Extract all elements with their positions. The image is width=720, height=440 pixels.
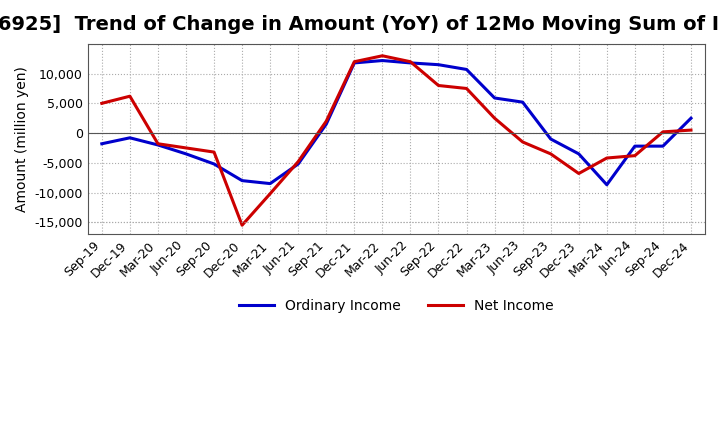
Net Income — [125, 94, 134, 99]
Net Income — [490, 116, 499, 121]
Ordinary Income — [238, 178, 246, 183]
Ordinary Income — [210, 161, 218, 167]
Ordinary Income — [687, 116, 696, 121]
Net Income — [687, 128, 696, 133]
Net Income — [462, 86, 471, 91]
Title: [6925]  Trend of Change in Amount (YoY) of 12Mo Moving Sum of Incomes: [6925] Trend of Change in Amount (YoY) o… — [0, 15, 720, 34]
Net Income — [406, 59, 415, 64]
Ordinary Income — [125, 135, 134, 140]
Net Income — [97, 101, 106, 106]
Net Income — [518, 139, 527, 145]
Ordinary Income — [97, 141, 106, 147]
Ordinary Income — [266, 181, 274, 186]
Ordinary Income — [490, 95, 499, 101]
Net Income — [631, 153, 639, 158]
Ordinary Income — [294, 161, 302, 167]
Net Income — [575, 171, 583, 176]
Net Income — [266, 191, 274, 196]
Ordinary Income — [575, 151, 583, 157]
Ordinary Income — [603, 182, 611, 187]
Net Income — [378, 53, 387, 59]
Net Income — [659, 129, 667, 135]
Line: Net Income: Net Income — [102, 56, 691, 225]
Net Income — [350, 59, 359, 64]
Net Income — [294, 159, 302, 164]
Line: Ordinary Income: Ordinary Income — [102, 61, 691, 185]
Net Income — [434, 83, 443, 88]
Ordinary Income — [378, 58, 387, 63]
Ordinary Income — [462, 67, 471, 72]
Ordinary Income — [153, 142, 162, 147]
Ordinary Income — [631, 143, 639, 149]
Legend: Ordinary Income, Net Income: Ordinary Income, Net Income — [233, 293, 559, 319]
Ordinary Income — [322, 121, 330, 127]
Ordinary Income — [546, 136, 555, 142]
Net Income — [603, 155, 611, 161]
Ordinary Income — [434, 62, 443, 67]
Ordinary Income — [350, 60, 359, 66]
Ordinary Income — [181, 151, 190, 157]
Net Income — [546, 151, 555, 157]
Net Income — [210, 150, 218, 155]
Net Income — [238, 223, 246, 228]
Ordinary Income — [406, 60, 415, 66]
Net Income — [153, 141, 162, 147]
Ordinary Income — [659, 143, 667, 149]
Y-axis label: Amount (million yen): Amount (million yen) — [15, 66, 29, 212]
Net Income — [181, 145, 190, 150]
Net Income — [322, 118, 330, 124]
Ordinary Income — [518, 99, 527, 105]
